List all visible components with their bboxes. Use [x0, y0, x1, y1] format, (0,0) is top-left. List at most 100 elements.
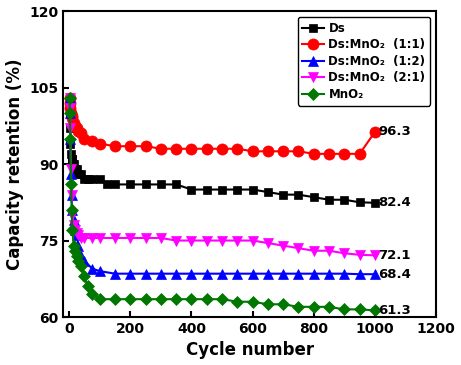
Ds:MnO₂  (1:1) — [68, 106, 73, 110]
Ds:MnO₂  (2:1) — [74, 231, 80, 235]
MnO₂ — [89, 292, 95, 296]
Ds:MnO₂  (1:2) — [173, 272, 179, 276]
MnO₂ — [250, 300, 255, 304]
Ds:MnO₂  (1:1) — [250, 149, 255, 154]
MnO₂ — [173, 297, 179, 301]
MnO₂ — [326, 305, 332, 309]
Ds — [82, 177, 87, 181]
MnO₂ — [69, 208, 74, 212]
Ds — [89, 177, 95, 181]
MnO₂ — [112, 297, 118, 301]
Ds:MnO₂  (2:1) — [296, 246, 301, 250]
Text: 72.1: 72.1 — [378, 249, 410, 262]
Ds:MnO₂  (2:1) — [219, 238, 225, 243]
Ds — [372, 201, 378, 205]
Ds:MnO₂  (1:2) — [112, 272, 118, 276]
Ds:MnO₂  (1:2) — [250, 272, 255, 276]
Ds — [219, 187, 225, 192]
Ds — [69, 157, 74, 161]
MnO₂ — [67, 96, 72, 100]
Ds:MnO₂  (2:1) — [235, 238, 240, 243]
Ds — [265, 190, 271, 194]
Ds — [311, 195, 317, 199]
MnO₂ — [82, 274, 87, 278]
Ds:MnO₂  (1:2) — [68, 137, 73, 141]
Ds:MnO₂  (1:1) — [173, 147, 179, 151]
Ds:MnO₂  (2:1) — [76, 233, 81, 238]
Ds:MnO₂  (1:1) — [68, 111, 74, 115]
Ds:MnO₂  (1:2) — [326, 272, 332, 276]
Ds:MnO₂  (2:1) — [89, 236, 95, 240]
Ds:MnO₂  (1:2) — [67, 96, 72, 100]
Ds:MnO₂  (1:1) — [372, 130, 378, 134]
Ds:MnO₂  (2:1) — [326, 249, 332, 253]
Ds — [67, 111, 72, 115]
Ds:MnO₂  (1:2) — [189, 272, 194, 276]
Ds:MnO₂  (2:1) — [311, 249, 317, 253]
Ds:MnO₂  (2:1) — [67, 96, 72, 100]
Ds:MnO₂  (1:1) — [326, 151, 332, 156]
Ds:MnO₂  (1:2) — [89, 266, 95, 271]
Ds — [112, 182, 118, 187]
Ds — [128, 182, 133, 187]
Ds:MnO₂  (1:2) — [311, 272, 317, 276]
Ds:MnO₂  (1:1) — [143, 144, 148, 149]
Ds:MnO₂  (1:2) — [70, 208, 75, 212]
Text: 68.4: 68.4 — [378, 268, 411, 281]
Ds — [235, 187, 240, 192]
Ds — [79, 172, 84, 176]
Ds:MnO₂  (1:1) — [219, 147, 225, 151]
MnO₂ — [342, 307, 347, 312]
Ds — [173, 182, 179, 187]
MnO₂ — [70, 228, 75, 233]
Ds:MnO₂  (1:1) — [235, 147, 240, 151]
Ds:MnO₂  (1:1) — [342, 151, 347, 156]
Ds:MnO₂  (1:1) — [89, 139, 95, 143]
Ds:MnO₂  (2:1) — [82, 236, 87, 240]
Ds — [158, 182, 164, 187]
MnO₂ — [219, 297, 225, 301]
Y-axis label: Capacity retention (%): Capacity retention (%) — [6, 58, 24, 270]
Line: Ds:MnO₂  (1:1): Ds:MnO₂ (1:1) — [64, 92, 380, 160]
Line: MnO₂: MnO₂ — [65, 93, 379, 315]
MnO₂ — [158, 297, 164, 301]
MnO₂ — [296, 305, 301, 309]
MnO₂ — [76, 259, 81, 263]
Ds:MnO₂  (1:1) — [82, 137, 87, 141]
Ds:MnO₂  (1:1) — [311, 151, 317, 156]
Ds:MnO₂  (2:1) — [71, 223, 77, 227]
Ds:MnO₂  (2:1) — [72, 228, 78, 233]
Ds:MnO₂  (1:1) — [280, 149, 286, 154]
Ds:MnO₂  (1:2) — [265, 272, 271, 276]
Ds — [67, 126, 72, 131]
Ds:MnO₂  (1:2) — [357, 272, 362, 276]
Ds — [71, 162, 77, 166]
Ds:MnO₂  (1:2) — [235, 272, 240, 276]
Ds:MnO₂  (1:1) — [128, 144, 133, 149]
Ds:MnO₂  (2:1) — [128, 236, 133, 240]
Ds — [105, 182, 110, 187]
Ds:MnO₂  (1:2) — [143, 272, 148, 276]
MnO₂ — [79, 264, 84, 268]
Ds:MnO₂  (2:1) — [97, 236, 102, 240]
Ds:MnO₂  (1:2) — [97, 269, 102, 273]
X-axis label: Cycle number: Cycle number — [185, 341, 313, 360]
MnO₂ — [67, 111, 72, 115]
Ds — [143, 182, 148, 187]
Ds:MnO₂  (1:2) — [296, 272, 301, 276]
Ds:MnO₂  (1:2) — [69, 192, 74, 197]
Ds:MnO₂  (1:2) — [219, 272, 225, 276]
MnO₂ — [235, 300, 240, 304]
MnO₂ — [204, 297, 210, 301]
Ds:MnO₂  (1:2) — [68, 172, 74, 176]
MnO₂ — [85, 284, 90, 289]
MnO₂ — [189, 297, 194, 301]
Ds — [342, 197, 347, 202]
Ds:MnO₂  (2:1) — [158, 236, 164, 240]
Ds:MnO₂  (1:2) — [82, 259, 87, 263]
Ds:MnO₂  (2:1) — [143, 236, 148, 240]
Ds — [204, 187, 210, 192]
Ds:MnO₂  (2:1) — [204, 238, 210, 243]
Ds — [250, 187, 255, 192]
Ds:MnO₂  (1:2) — [71, 218, 77, 222]
